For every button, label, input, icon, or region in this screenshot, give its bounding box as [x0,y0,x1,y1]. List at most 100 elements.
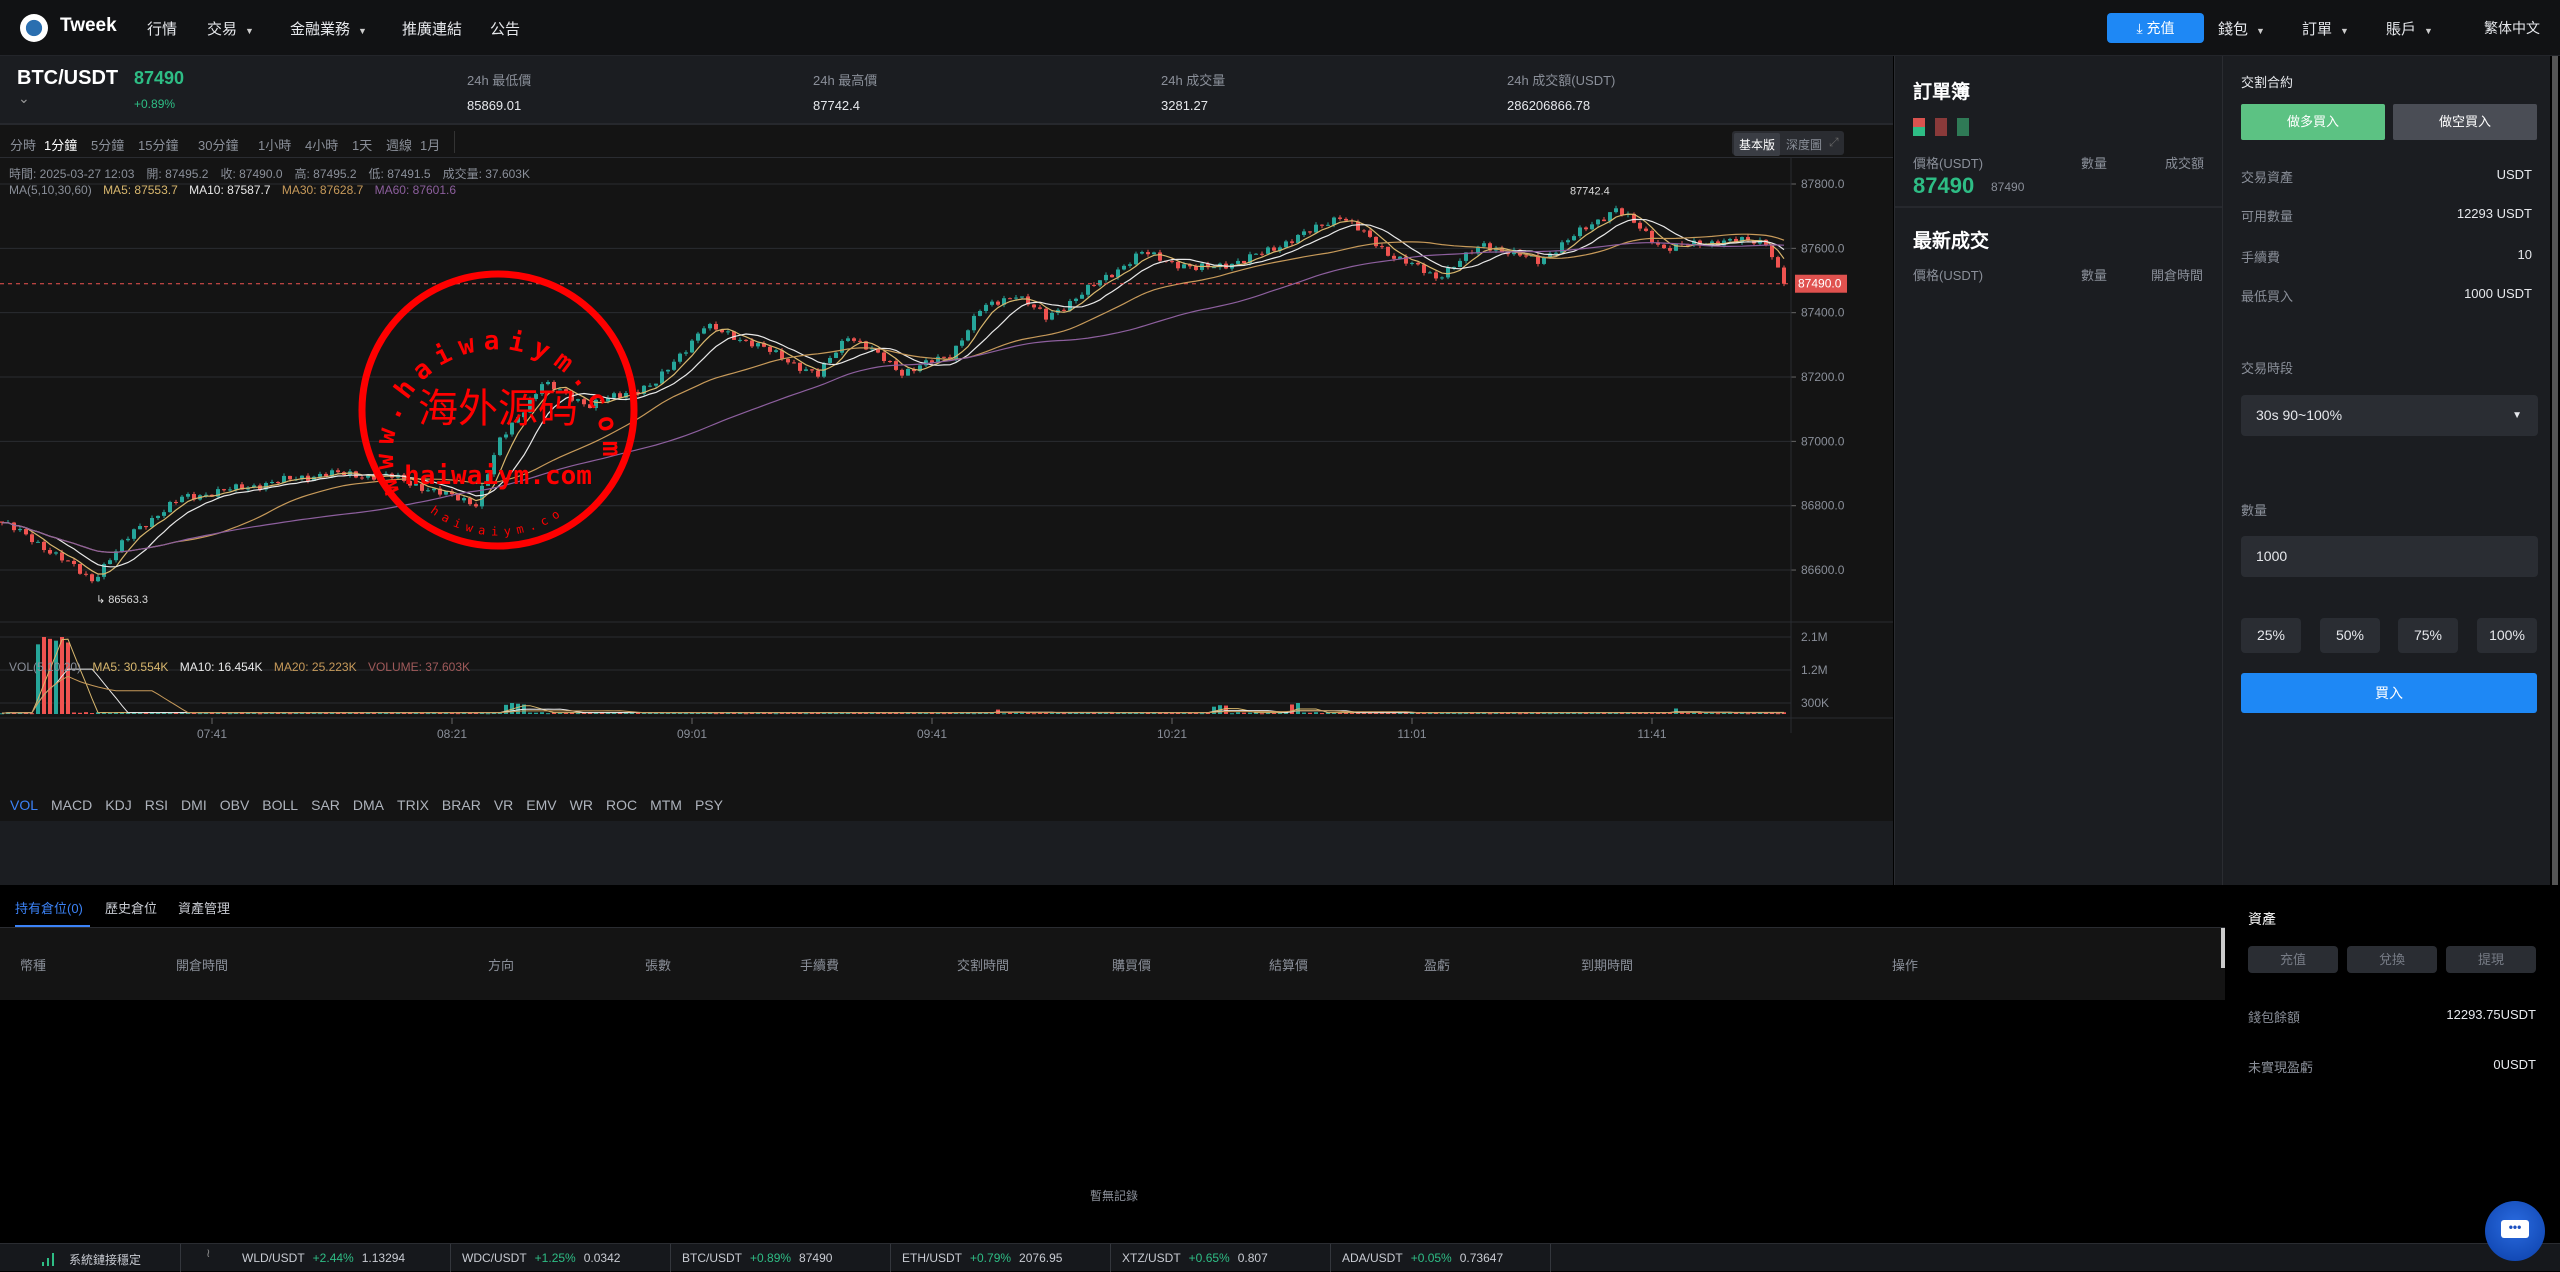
volume-bar [456,713,460,715]
footer-market[interactable]: ETH/USDT +0.79% 2076.95 [902,1251,1062,1265]
qty-input[interactable]: 1000 [2241,536,2538,577]
volume-bar [348,713,352,715]
period-tab[interactable]: 1天 [352,138,373,153]
nav-item-market[interactable]: 行情 [147,18,177,39]
table-scrollbar[interactable] [2221,928,2225,968]
indicator-tab[interactable]: BOLL [262,797,299,813]
pct-25-button[interactable]: 25% [2241,618,2301,653]
expand-icon[interactable]: ⤢ [1829,135,1839,149]
candle-body [180,496,184,503]
candle-body [1284,241,1288,248]
asset-deposit-button[interactable]: 充值 [2248,946,2338,973]
footer-market[interactable]: BTC/USDT +0.89% 87490 [682,1251,832,1265]
buy-button[interactable]: 買入 [2241,673,2537,713]
nav-item-finance[interactable]: 金融業務 ▼ [290,18,367,39]
candle [1338,215,1342,221]
nav-item-announcements[interactable]: 公告 [490,18,520,39]
tab-history[interactable]: 歷史倉位 [105,901,158,916]
book-asks-icon[interactable] [1935,118,1947,136]
volume-bar [306,712,310,714]
asset-withdraw-button[interactable]: 提現 [2446,946,2536,973]
indicator-tab[interactable]: SAR [311,797,340,813]
chat-button[interactable]: ••• [2485,1201,2545,1261]
indicator-tab[interactable]: VR [493,797,514,813]
candle [1296,234,1300,244]
footer-market[interactable]: ADA/USDT +0.05% 0.73647 [1342,1251,1503,1265]
indicator-tab[interactable]: MTM [650,797,682,813]
mode-depth[interactable]: 深度圖 [1786,138,1823,152]
candle [186,492,190,499]
period-tab[interactable]: 4小時 [305,138,339,153]
chevron-down-icon[interactable]: ⌄ [18,90,30,106]
period-tab[interactable]: 30分鐘 [198,138,239,153]
pct-50-button[interactable]: 50% [2320,618,2380,653]
candle [138,523,142,530]
candle [666,369,670,375]
column-header: 結算價 [1269,958,1309,973]
nav-account[interactable]: 賬戶 ▼ [2386,18,2433,39]
indicator-tab[interactable]: MACD [51,797,93,813]
indicator-tab[interactable]: RSI [144,797,169,813]
volume-bar [594,712,598,714]
volume-bar [1710,712,1714,714]
book-bids-icon[interactable] [1957,118,1969,136]
volume-bar [1524,712,1528,714]
indicator-tab[interactable]: ROC [605,797,638,813]
indicator-tab[interactable]: EMV [526,797,557,813]
footer-market[interactable]: XTZ/USDT +0.65% 0.807 [1122,1251,1268,1265]
symbol-selector[interactable]: BTC/USDT [17,67,119,89]
candle-body [150,518,154,528]
indicator-tab[interactable]: BRAR [441,797,481,813]
candlestick-chart[interactable]: 87800.0 87600.0 87400.0 87200.0 87000.0 86800… [0,158,1893,798]
indicator-tab[interactable]: DMA [352,797,385,813]
candle [696,331,700,344]
brand-name[interactable]: Tweek [60,15,117,36]
candle [1044,307,1048,323]
volume-bar [30,713,34,715]
volume-bar [1398,712,1402,714]
period-tab[interactable]: 1小時 [258,138,292,153]
volume-bar [1620,712,1624,714]
long-button[interactable]: 做多買入 [2241,104,2385,140]
tab-open-positions[interactable]: 持有倉位(0) [15,901,83,916]
nav-wallet[interactable]: 錢包 ▼ [2218,18,2265,39]
period-tab[interactable]: 1分鐘 [44,138,78,153]
book-both-icon[interactable] [1913,118,1925,136]
pct-75-button[interactable]: 75% [2398,618,2458,653]
period-tab[interactable]: 15分鐘 [138,138,179,153]
candle [1536,253,1540,267]
candle-body [834,352,838,358]
period-tab[interactable]: 分時 [10,138,37,153]
period-tab[interactable]: 1月 [420,138,441,153]
indicator-tab[interactable]: PSY [694,797,723,813]
page-scrollbar[interactable] [2552,56,2558,885]
period-tab[interactable]: 5分鐘 [91,138,125,153]
footer-market[interactable]: WDC/USDT +1.25% 0.0342 [462,1251,620,1265]
indicator-tab[interactable]: TRIX [397,797,429,813]
asset-exchange-button[interactable]: 兌換 [2347,946,2437,973]
mode-basic[interactable]: 基本版 [1734,133,1781,156]
language-selector[interactable]: 繁体中文 [2484,20,2540,36]
logo-icon[interactable] [20,14,48,42]
candle [150,515,154,529]
scroll-icon: ≀ [206,1246,211,1260]
indicator-tab[interactable]: OBV [219,797,250,813]
pct-100-button[interactable]: 100% [2477,618,2537,653]
period-tab[interactable]: 週線 [386,138,413,153]
indicator-tab[interactable]: VOL [10,797,39,813]
period-select[interactable]: 30s 90~100% ▼ [2241,395,2538,436]
indicator-tab[interactable]: DMI [181,797,207,813]
indicator-tab[interactable]: WR [569,797,593,813]
nav-item-trade[interactable]: 交易 ▼ [207,18,254,39]
volume-bar [702,712,706,714]
candle-body [324,473,328,477]
volume-bar [246,712,250,714]
volume-bar [474,712,478,714]
nav-orders[interactable]: 訂單 ▼ [2302,18,2349,39]
indicator-tab[interactable]: KDJ [105,797,132,813]
tab-asset-management[interactable]: 資產管理 [178,901,231,916]
short-button[interactable]: 做空買入 [2393,104,2537,140]
footer-market[interactable]: WLD/USDT +2.44% 1.13294 [242,1251,405,1265]
nav-item-referral[interactable]: 推廣連結 [402,18,462,39]
deposit-button[interactable]: ⤓ 充值 [2107,13,2204,43]
